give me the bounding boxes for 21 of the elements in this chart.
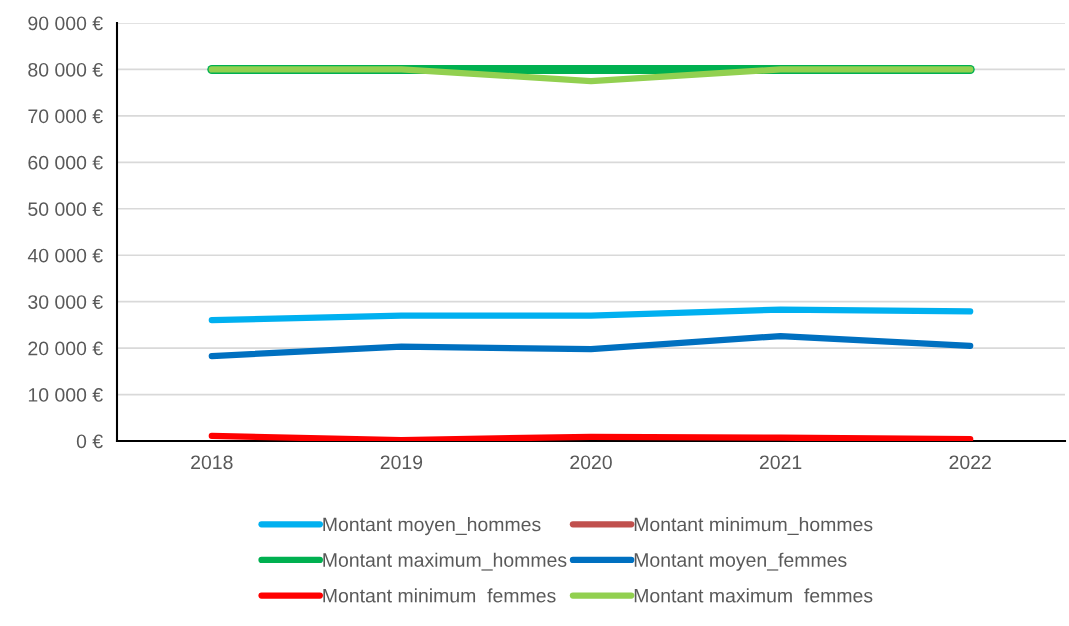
- legend-label: Montant moyen_femmes: [634, 552, 847, 571]
- legend-label: Montant moyen_hommes: [323, 517, 541, 536]
- y-tick-label: 30 000 €: [28, 295, 103, 309]
- x-tick-label: 2021: [759, 455, 802, 470]
- y-tick-label: 10 000 €: [28, 388, 103, 402]
- y-tick-label: 70 000 €: [28, 109, 103, 124]
- x-tick-label: 2022: [949, 455, 991, 470]
- y-tick-label: 80 000 €: [28, 62, 103, 77]
- legend-label: Montant maximum_hommes: [323, 552, 567, 571]
- legend-label: Montant minimum_hommes: [634, 517, 873, 535]
- y-tick-label: 20 000 €: [28, 341, 103, 356]
- x-tick-label: 2020: [570, 455, 612, 470]
- y-tick-label: 50 000 €: [28, 202, 103, 217]
- y-tick-label: 0 €: [76, 434, 103, 449]
- y-tick-label: 90 000 €: [28, 16, 103, 31]
- y-tick-label: 40 000 €: [27, 248, 103, 263]
- x-tick-label: 2018: [191, 455, 233, 470]
- x-tick-label: 2019: [380, 455, 423, 470]
- legend-label: Montant maximum femmes: [634, 588, 873, 603]
- legend-label: Montant minimum femmes: [323, 588, 556, 603]
- y-tick-label: 60 000 €: [28, 155, 103, 170]
